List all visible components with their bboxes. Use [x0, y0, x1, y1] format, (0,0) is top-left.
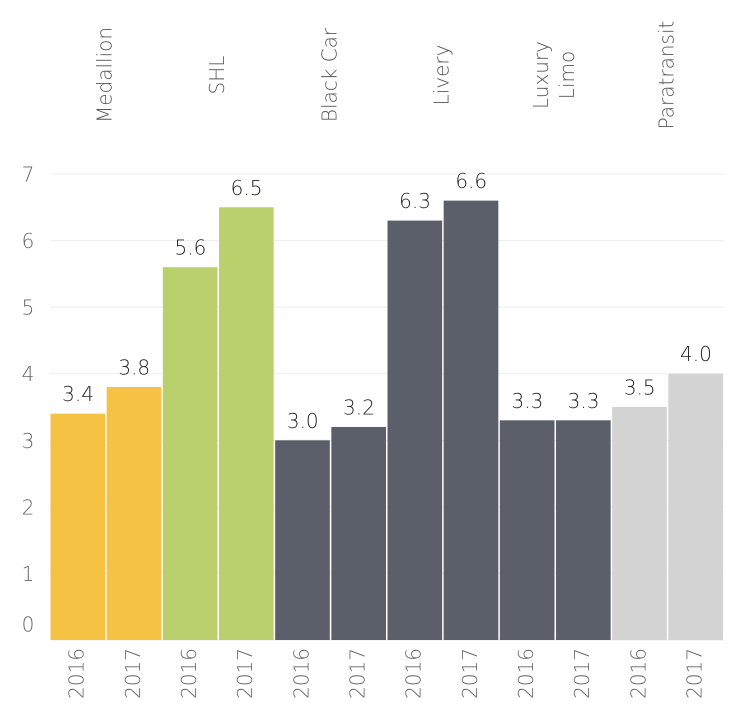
x-tick-label: 2017 — [682, 648, 706, 699]
x-tick-label: 2017 — [233, 648, 257, 699]
y-tick-label: 0 — [22, 613, 35, 637]
value-label: 6.3 — [399, 189, 431, 213]
x-tick-label: 2017 — [345, 648, 369, 699]
x-tick-label: 2016 — [289, 648, 313, 699]
x-tick-label: 2016 — [514, 648, 538, 699]
y-tick-label: 4 — [22, 362, 35, 386]
y-tick-label: 2 — [22, 495, 35, 519]
bar — [443, 200, 499, 640]
bar — [556, 420, 611, 640]
x-tick-label: 2016 — [65, 648, 89, 699]
group-label: Medallion — [93, 27, 117, 123]
group-label: Livery — [430, 45, 454, 106]
bar — [387, 220, 443, 640]
y-tick-label: 3 — [22, 429, 35, 453]
x-tick-label: 2017 — [570, 648, 594, 699]
value-label: 5.6 — [175, 236, 207, 260]
bar — [612, 407, 667, 640]
x-tick-label: 2016 — [402, 648, 426, 699]
value-label: 3.3 — [568, 389, 600, 413]
bar — [331, 426, 386, 640]
value-label: 6.5 — [231, 176, 263, 200]
value-label: 3.5 — [624, 376, 656, 400]
group-label: Paratransit — [654, 21, 678, 130]
x-tick-label: 2017 — [458, 648, 482, 699]
bar — [668, 373, 723, 640]
value-label: 3.3 — [512, 389, 544, 413]
bar — [162, 267, 218, 640]
bar — [219, 207, 274, 641]
bar — [499, 420, 555, 640]
value-label: 4.0 — [680, 342, 712, 366]
x-tick-label: 2016 — [626, 648, 650, 699]
value-label: 3.2 — [343, 395, 375, 419]
bar — [106, 387, 162, 640]
value-label: 3.4 — [62, 382, 94, 406]
group-label: SHL — [205, 56, 229, 95]
y-tick-label: 6 — [22, 229, 35, 253]
x-tick-label: 2017 — [121, 648, 145, 699]
group-label: Limo — [555, 51, 579, 99]
bar — [50, 413, 106, 640]
y-tick-label: 1 — [22, 562, 35, 586]
x-tick-label: 2016 — [177, 648, 201, 699]
y-tick-label: 5 — [22, 296, 35, 320]
value-label: 6.6 — [455, 169, 487, 193]
group-label: Luxury — [529, 41, 553, 109]
bar — [275, 440, 330, 640]
value-label: 3.8 — [118, 356, 150, 380]
y-tick-label: 7 — [22, 163, 35, 187]
value-label: 3.0 — [287, 409, 319, 433]
group-label: Black Car — [317, 27, 341, 122]
